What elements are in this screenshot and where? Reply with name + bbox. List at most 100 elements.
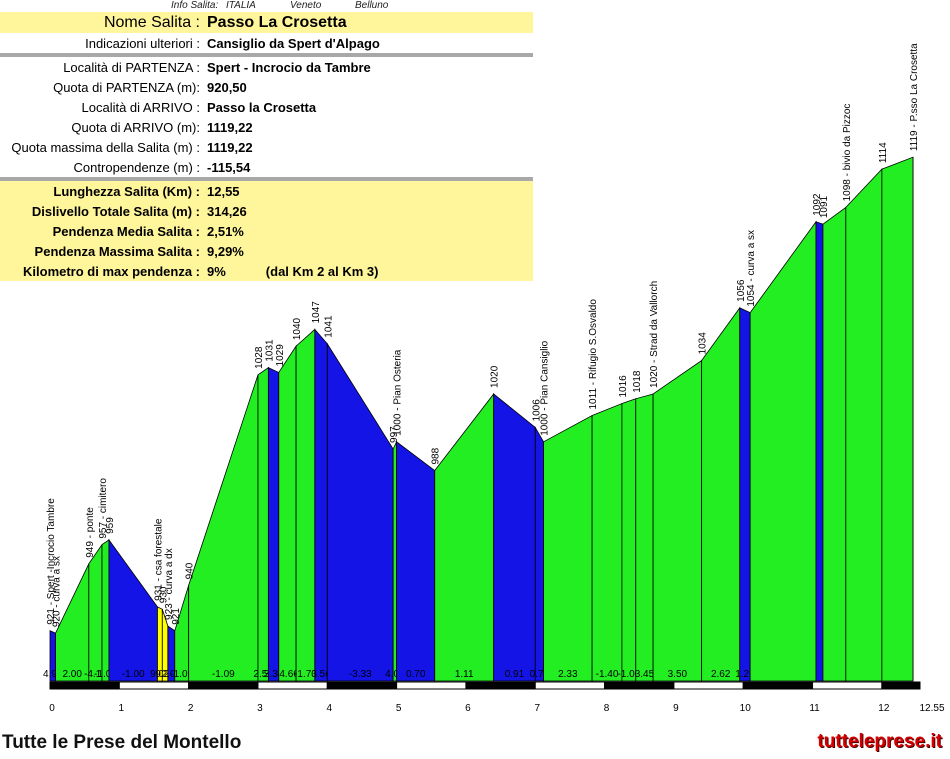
info-value: Passo La Crosetta <box>204 12 533 33</box>
x-tick-label: 0 <box>49 703 55 714</box>
segment-gradient-label: 3.56 <box>311 669 331 680</box>
segment-gradient-label: 4.00 <box>385 669 405 680</box>
point-label: 988 <box>431 447 442 464</box>
km-bar-segment <box>326 681 398 690</box>
info-label: Pendenza Media Salita : <box>0 221 204 241</box>
info-row: Lunghezza Salita (Km) :12,55 <box>0 181 533 201</box>
km-bar-segment <box>742 681 814 690</box>
point-label: 1000 - Pian Osteria <box>393 349 404 436</box>
segment-gradient-label: 1.11 <box>455 669 474 680</box>
info-label: Località di PARTENZA : <box>63 59 200 75</box>
info-label: Indicazioni ulteriori : <box>85 35 200 51</box>
point-label: 931 - csa forestale <box>153 518 164 601</box>
km-bar-segment <box>257 681 328 690</box>
profile-segment <box>174 585 190 682</box>
x-tick-label: 12 <box>878 703 890 714</box>
point-label: 1092 <box>812 193 823 216</box>
x-tick-label: 6 <box>465 703 471 714</box>
segment-gradient-label: 0.91 <box>505 669 525 680</box>
info-label: Nome Salita : <box>0 12 204 33</box>
info-label: Dislivello Totale Salita (m) : <box>0 201 204 221</box>
profile-segment <box>534 425 544 682</box>
climb-info-table: Nome Salita : Passo La Crosetta Indicazion… <box>0 12 533 281</box>
x-tick-label: 9 <box>673 703 679 714</box>
info-value: 314,26 <box>204 201 533 221</box>
point-label: 1018 <box>632 370 643 393</box>
header-info-label: Info Salita: <box>171 0 219 11</box>
info-value: Passo la Crosetta <box>207 99 317 115</box>
profile-segment <box>701 306 741 682</box>
point-label: 1040 <box>292 317 303 340</box>
point-label: 1020 <box>490 365 501 388</box>
segment-gradient-label: 2.62 <box>711 669 731 680</box>
segment-gradient-label: -1.05 <box>170 669 193 680</box>
point-label: 1016 <box>618 375 629 398</box>
info-header: Info Salita: ITALIA Veneto Belluno <box>0 0 535 12</box>
profile-segment <box>543 414 593 682</box>
info-value: 9,29% <box>204 241 533 261</box>
profile-segment <box>278 344 297 682</box>
separator <box>0 177 533 181</box>
profile-segment <box>652 359 703 682</box>
header-region: Veneto <box>290 0 322 11</box>
profile-segment <box>635 393 654 682</box>
profile-segment <box>188 374 259 682</box>
profile-segment <box>101 539 110 682</box>
x-tick-label: 4 <box>327 703 333 714</box>
segment-gradient-label: 2.00 <box>162 669 182 680</box>
segment-gradient-label: 0.74 <box>530 669 550 680</box>
info-row: Nome Salita : Passo La Crosetta <box>0 12 533 33</box>
point-label: 1006 <box>531 399 542 422</box>
segment-gradient-label: -4.10 <box>84 669 107 680</box>
profile-segment <box>326 342 394 682</box>
segment-gradient-label: 2.00 <box>62 669 82 680</box>
x-tick-label: 12.55 <box>919 703 944 714</box>
point-label: 1098 - bivio da Pizzoc <box>842 104 853 202</box>
info-value: 12,55 <box>204 181 533 201</box>
x-tick-label: 7 <box>534 703 540 714</box>
km-bar-segment <box>118 681 190 690</box>
profile-segment <box>739 307 751 682</box>
info-row: Contropendenze (m) : -115,54 <box>0 157 533 177</box>
x-tick-label: 5 <box>396 703 402 714</box>
point-label: 1000 - Pian Cansiglio <box>540 340 551 435</box>
info-extra: (dal Km 2 al Km 3) <box>265 263 379 279</box>
segment-gradient-label: -1.09 <box>212 669 235 680</box>
segment-gradient-label: 0.70 <box>406 669 426 680</box>
segment-gradient-label: 2.50 <box>253 669 273 680</box>
km-bar-segment <box>673 681 744 690</box>
segment-gradient-label: 3.33 <box>264 669 284 680</box>
profile-segment <box>314 328 328 682</box>
segment-gradient-label: -1.70 <box>294 669 317 680</box>
point-label: 1011 - Rifugio S.Osvaldo <box>588 299 599 410</box>
profile-segment <box>295 328 316 682</box>
x-tick-label: 2 <box>188 703 194 714</box>
point-label: 1114 <box>878 142 889 163</box>
point-label: 920 - curva a sx <box>52 556 63 627</box>
segment-gradient-label: -1.00 <box>122 669 145 680</box>
info-row: Località di PARTENZA : Spert - Incrocio d… <box>0 57 533 77</box>
km-bar-segment <box>465 681 536 690</box>
profile-segment <box>621 398 637 682</box>
point-label: 1047 <box>311 301 322 324</box>
info-value: Cansiglio da Spert d'Alpago <box>207 35 380 51</box>
separator <box>0 53 533 57</box>
info-label: Pendenza Massima Salita : <box>0 241 204 261</box>
segment-gradient-label: -3.33 <box>349 669 372 680</box>
info-row: Pendenza Massima Salita :9,29% <box>0 241 533 261</box>
header-province: Belluno <box>355 0 389 11</box>
info-value: 1119,22 <box>207 119 253 135</box>
profile-segment <box>822 206 847 682</box>
info-value: -115,54 <box>207 159 251 175</box>
point-label: 949 - ponte <box>85 507 96 558</box>
segment-gradient-label: 9.26 <box>155 669 175 680</box>
info-value: 2,51% <box>204 221 533 241</box>
profile-segment <box>493 393 536 682</box>
x-tick-label: 10 <box>740 703 752 714</box>
profile-segment <box>392 441 398 682</box>
point-label: 1029 <box>275 344 286 367</box>
segment-gradient-label: -4.66 <box>276 669 299 680</box>
x-tick-label: 1 <box>119 703 125 714</box>
segment-gradient-label: 3.45 <box>635 669 655 680</box>
point-label: 923 - curva a dx <box>164 548 175 620</box>
